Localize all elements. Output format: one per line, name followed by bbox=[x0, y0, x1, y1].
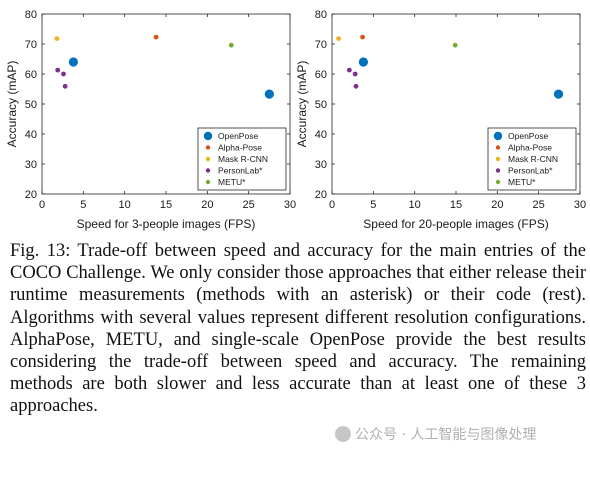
x-tick-label: 20 bbox=[201, 199, 213, 211]
y-tick-label: 50 bbox=[315, 99, 327, 111]
wechat-logo-icon bbox=[335, 426, 351, 442]
legend-marker bbox=[205, 156, 211, 162]
x-tick-label: 30 bbox=[284, 199, 296, 211]
legend-label: Alpha-Pose bbox=[508, 143, 552, 153]
figure-caption: Fig. 13: Trade-off between speed and acc… bbox=[10, 241, 586, 417]
data-point-alpha-pose bbox=[153, 34, 159, 40]
y-tick-label: 70 bbox=[315, 39, 327, 51]
legend-label: PersonLab* bbox=[218, 166, 263, 176]
y-tick-label: 80 bbox=[315, 9, 327, 21]
y-tick-label: 60 bbox=[315, 69, 327, 81]
y-tick-label: 30 bbox=[315, 159, 327, 171]
y-tick-label: 30 bbox=[25, 159, 37, 171]
legend-marker bbox=[205, 179, 211, 185]
x-tick-label: 5 bbox=[80, 199, 86, 211]
x-axis-label: Speed for 20-people images (FPS) bbox=[363, 217, 548, 231]
x-tick-label: 20 bbox=[491, 199, 503, 211]
legend-label: OpenPose bbox=[508, 131, 548, 141]
legend-marker bbox=[203, 131, 213, 141]
y-tick-label: 50 bbox=[25, 99, 37, 111]
y-tick-label: 40 bbox=[25, 129, 37, 141]
data-point-personlab bbox=[62, 83, 68, 89]
y-tick-label: 20 bbox=[25, 189, 37, 201]
x-tick-label: 0 bbox=[329, 199, 335, 211]
data-point-personlab bbox=[353, 83, 359, 89]
legend-marker bbox=[205, 145, 211, 150]
legend-label: Alpha-Pose bbox=[218, 143, 262, 153]
x-tick-label: 5 bbox=[370, 199, 376, 211]
legend-box bbox=[197, 127, 287, 191]
y-tick-label: 20 bbox=[315, 189, 327, 201]
watermark-text: 公众号 · 人工智能与图像处理 bbox=[355, 427, 537, 443]
legend-marker bbox=[495, 145, 501, 150]
x-tick-label: 15 bbox=[160, 199, 172, 211]
legend-label: Mask R-CNN bbox=[218, 154, 268, 164]
y-axis-label: Accuracy (mAP) bbox=[295, 61, 309, 148]
legend-label: METU* bbox=[218, 177, 246, 187]
legend-marker bbox=[495, 156, 501, 162]
scatter-chart-3-people: 0 5 10 15 20 25 30 20 30 40 50 60 70 80 Speed for 3-pe… bbox=[5, 9, 296, 231]
legend-label: Mask R-CNN bbox=[508, 154, 558, 164]
data-point-openpose bbox=[264, 89, 274, 99]
watermark: 公众号 · 人工智能与图像处理 bbox=[335, 424, 536, 444]
x-tick-label: 25 bbox=[243, 199, 255, 211]
y-tick-label: 40 bbox=[315, 129, 327, 141]
data-point-openpose bbox=[358, 57, 369, 67]
x-tick-label: 10 bbox=[409, 199, 421, 211]
legend-label: OpenPose bbox=[218, 131, 258, 141]
legend-marker bbox=[493, 131, 503, 141]
y-axis-label: Accuracy (mAP) bbox=[5, 61, 19, 148]
y-tick-label: 60 bbox=[25, 69, 37, 81]
x-tick-label: 25 bbox=[533, 199, 545, 211]
data-point-metu bbox=[452, 42, 458, 48]
data-point-metu bbox=[228, 42, 234, 48]
legend-marker bbox=[495, 168, 501, 173]
y-tick-label: 70 bbox=[25, 39, 37, 51]
data-point-personlab bbox=[55, 67, 61, 73]
legend-box bbox=[487, 127, 577, 191]
x-tick-label: 10 bbox=[119, 199, 131, 211]
x-tick-label: 30 bbox=[574, 199, 586, 211]
data-point-personlab bbox=[61, 71, 66, 77]
x-tick-label: 0 bbox=[39, 199, 45, 211]
legend-label: PersonLab* bbox=[508, 166, 553, 176]
data-point-openpose bbox=[553, 89, 564, 99]
data-point-alpha-pose bbox=[360, 34, 365, 40]
data-point-mask-r-cnn bbox=[336, 36, 342, 41]
data-point-personlab bbox=[346, 67, 352, 73]
legend-marker bbox=[205, 168, 211, 173]
x-axis-label: Speed for 3-people images (FPS) bbox=[77, 217, 256, 231]
legend-label: METU* bbox=[508, 177, 536, 187]
data-point-personlab bbox=[352, 71, 358, 77]
y-tick-label: 80 bbox=[25, 9, 37, 21]
x-tick-label: 15 bbox=[450, 199, 462, 211]
scatter-chart-20-people: 0 5 10 15 20 25 30 20 30 40 50 60 70 80 Speed for 20-p… bbox=[295, 9, 586, 231]
data-point-mask-r-cnn bbox=[54, 36, 60, 41]
legend-marker bbox=[495, 179, 501, 185]
data-point-openpose bbox=[68, 57, 79, 67]
